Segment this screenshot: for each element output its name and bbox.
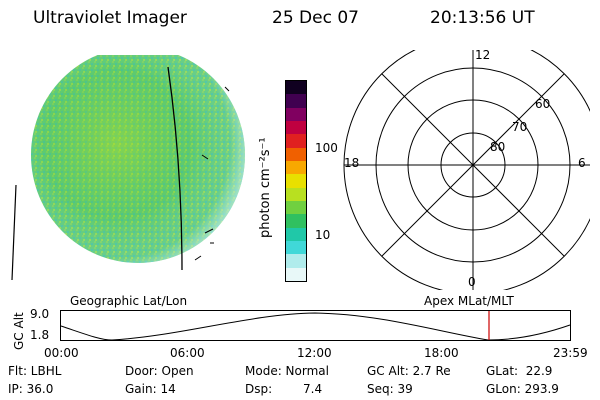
colorbar-segment (286, 174, 306, 188)
instrument-title: Ultraviolet Imager (33, 8, 187, 28)
dsp-value: 7.4 (303, 382, 323, 396)
timeline-xtick-1200: 12:00 (297, 346, 332, 360)
gc-alt-info: GC Alt: 2.7 Re (367, 364, 451, 378)
gain-info: Gain: 14 (125, 382, 176, 396)
mlt-label-18: 18 (344, 156, 360, 170)
mode-info: Mode: Normal (245, 364, 329, 378)
timeline-right-title: Apex MLat/MLT (424, 294, 514, 308)
colorbar-segment (286, 94, 306, 108)
colorbar-segment (286, 254, 306, 268)
colorbar-segment (286, 107, 306, 122)
glon-info: GLon: 293.9 (486, 382, 559, 396)
timeline-xtick-0600: 06:00 (170, 346, 205, 360)
seq-info: Seq: 39 (367, 382, 413, 396)
terminator-line (167, 66, 183, 271)
colorbar-segment (286, 121, 306, 135)
mlt-label-6: 6 (578, 156, 586, 170)
colorbar-segment (286, 241, 306, 255)
colorbar (285, 80, 307, 282)
colorbar-segment (286, 214, 306, 228)
colorbar-segment (286, 147, 306, 162)
timeline-xtick-0000: 00:00 (44, 346, 79, 360)
colorbar-segment (286, 161, 306, 175)
colorbar-segment (286, 201, 306, 215)
timeline-ytick-high: 9.0 (30, 307, 50, 321)
lat-label-80: 80 (490, 140, 506, 154)
timeline-left-title: Geographic Lat/Lon (70, 294, 188, 308)
mlt-label-0: 0 (468, 275, 476, 289)
glat-info: GLat: 22.9 (486, 364, 553, 378)
dsp-label: Dsp: (245, 382, 273, 396)
mlt-label-12: 12 (475, 48, 491, 62)
filter-info: Flt: LBHL (8, 364, 62, 378)
geographic-image (11, 55, 245, 281)
altitude-curve (60, 312, 571, 341)
colorbar-segment (286, 134, 306, 148)
colorbar-segment (286, 267, 306, 281)
time-label: 20:13:56 UT (430, 8, 535, 28)
timeline-xtick-1800: 18:00 (424, 346, 459, 360)
colorbar-segment (286, 81, 306, 95)
ip-info: IP: 36.0 (8, 382, 54, 396)
colorbar-tick-10: 10 (315, 228, 331, 242)
lat-label-60: 60 (535, 97, 551, 111)
colorbar-tick-100: 100 (315, 141, 338, 155)
colorbar-segment (286, 187, 306, 202)
timeline-axis-label: GC Alt (12, 312, 26, 350)
lat-label-70: 70 (512, 120, 528, 134)
colorbar-unit-label: photon cm⁻²s⁻¹ (258, 137, 273, 238)
timeline-xtick-2359: 23:59 (553, 346, 588, 360)
colorbar-segment (286, 227, 306, 242)
edge-line (11, 184, 17, 281)
timeline-ytick-low: 1.8 (30, 328, 50, 342)
door-info: Door: Open (125, 364, 194, 378)
timeline-plot (60, 310, 571, 341)
date-label: 25 Dec 07 (272, 8, 359, 28)
coastline-marks (194, 86, 230, 261)
polar-plot (343, 50, 590, 290)
